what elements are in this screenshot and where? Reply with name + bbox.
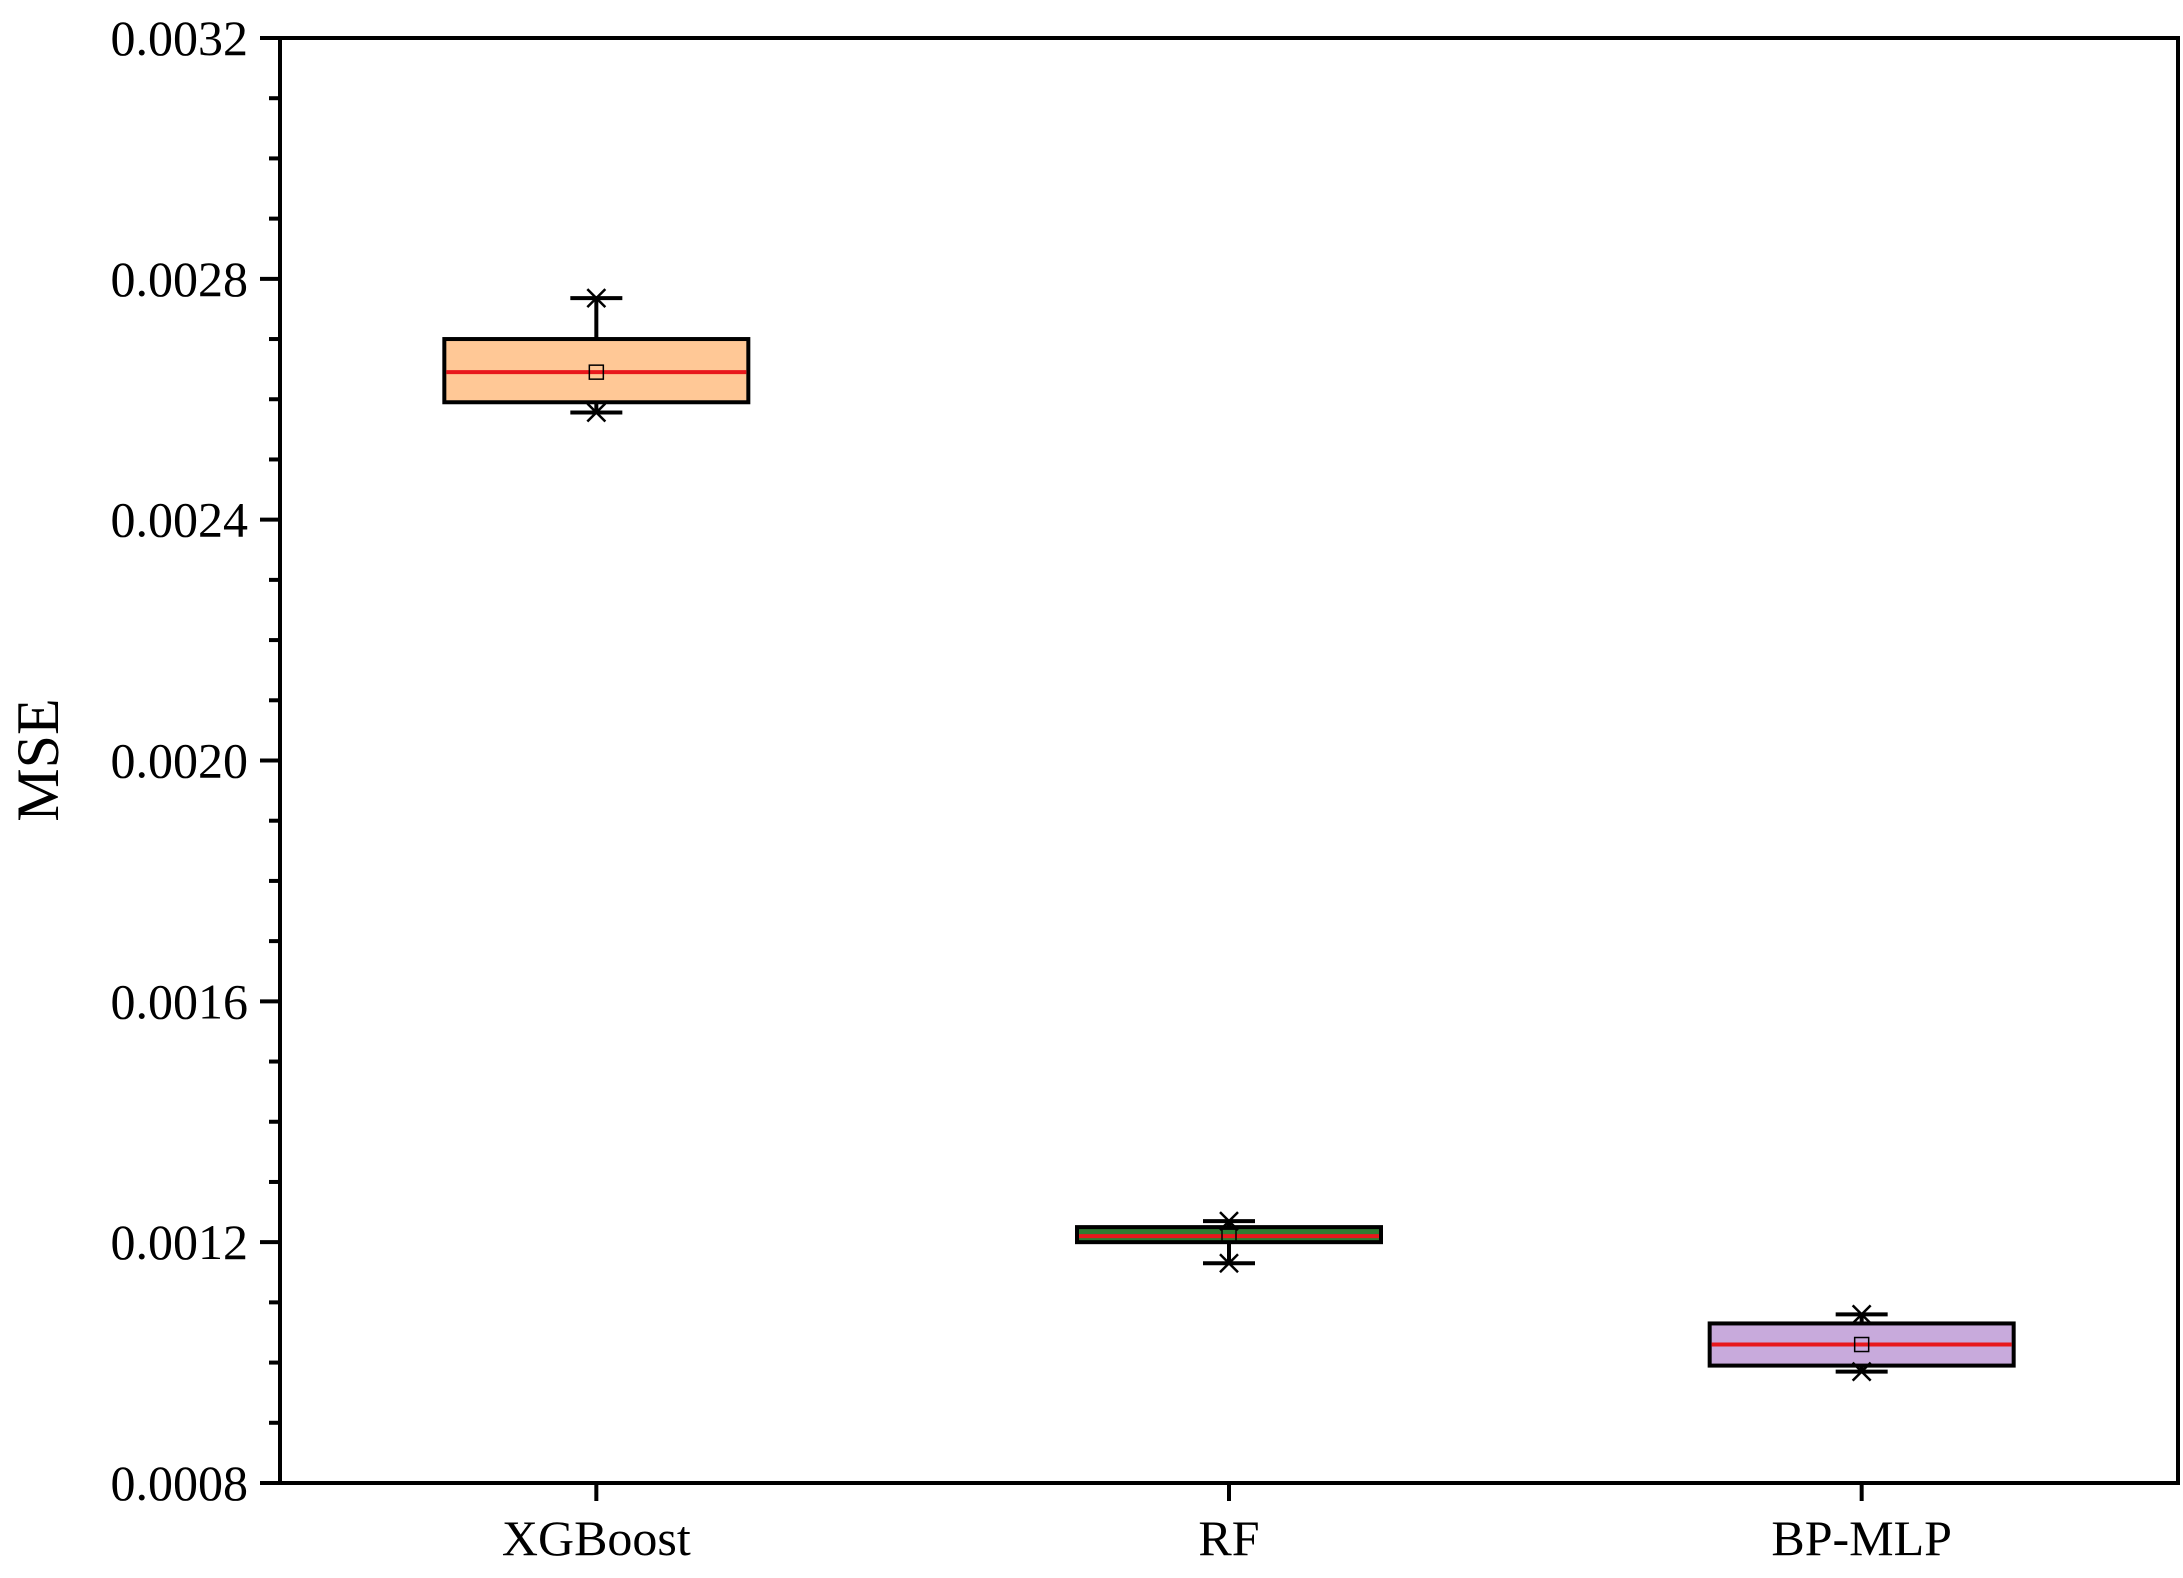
x-axis: XGBoost RF BP-MLP [502, 1483, 1952, 1566]
min-marker [1219, 1253, 1239, 1274]
mean-marker [1853, 1336, 1870, 1353]
y-tick-label: 0.0020 [111, 733, 249, 789]
max-marker [586, 288, 607, 308]
y-tick-label: 0.0012 [111, 1214, 249, 1270]
box-bp-mlp [1707, 1304, 2016, 1382]
min-marker [1851, 1361, 1872, 1382]
max-marker [1219, 1211, 1239, 1231]
y-axis-title: MSE [5, 698, 71, 821]
mean-marker [588, 364, 605, 380]
min-marker [586, 402, 607, 423]
x-tick-label: XGBoost [502, 1510, 691, 1566]
max-marker [1851, 1304, 1872, 1325]
y-axis: 0.0008 0.0012 0.0016 0.0020 0.0024 0.0028 0.00… [111, 10, 280, 1511]
box-series [442, 288, 2016, 1382]
x-tick-label: BP-MLP [1771, 1510, 1952, 1566]
y-tick-label: 0.0024 [111, 492, 249, 548]
y-tick-label: 0.0032 [111, 10, 249, 66]
mean-marker [1221, 1228, 1237, 1244]
y-tick-label: 0.0028 [111, 251, 249, 307]
box-xgboost [442, 288, 751, 423]
y-tick-label: 0.0008 [111, 1455, 249, 1511]
box-rf [1075, 1211, 1383, 1274]
plot-frame [278, 36, 2180, 1485]
x-tick-label: RF [1198, 1510, 1259, 1566]
y-tick-label: 0.0016 [111, 973, 249, 1029]
